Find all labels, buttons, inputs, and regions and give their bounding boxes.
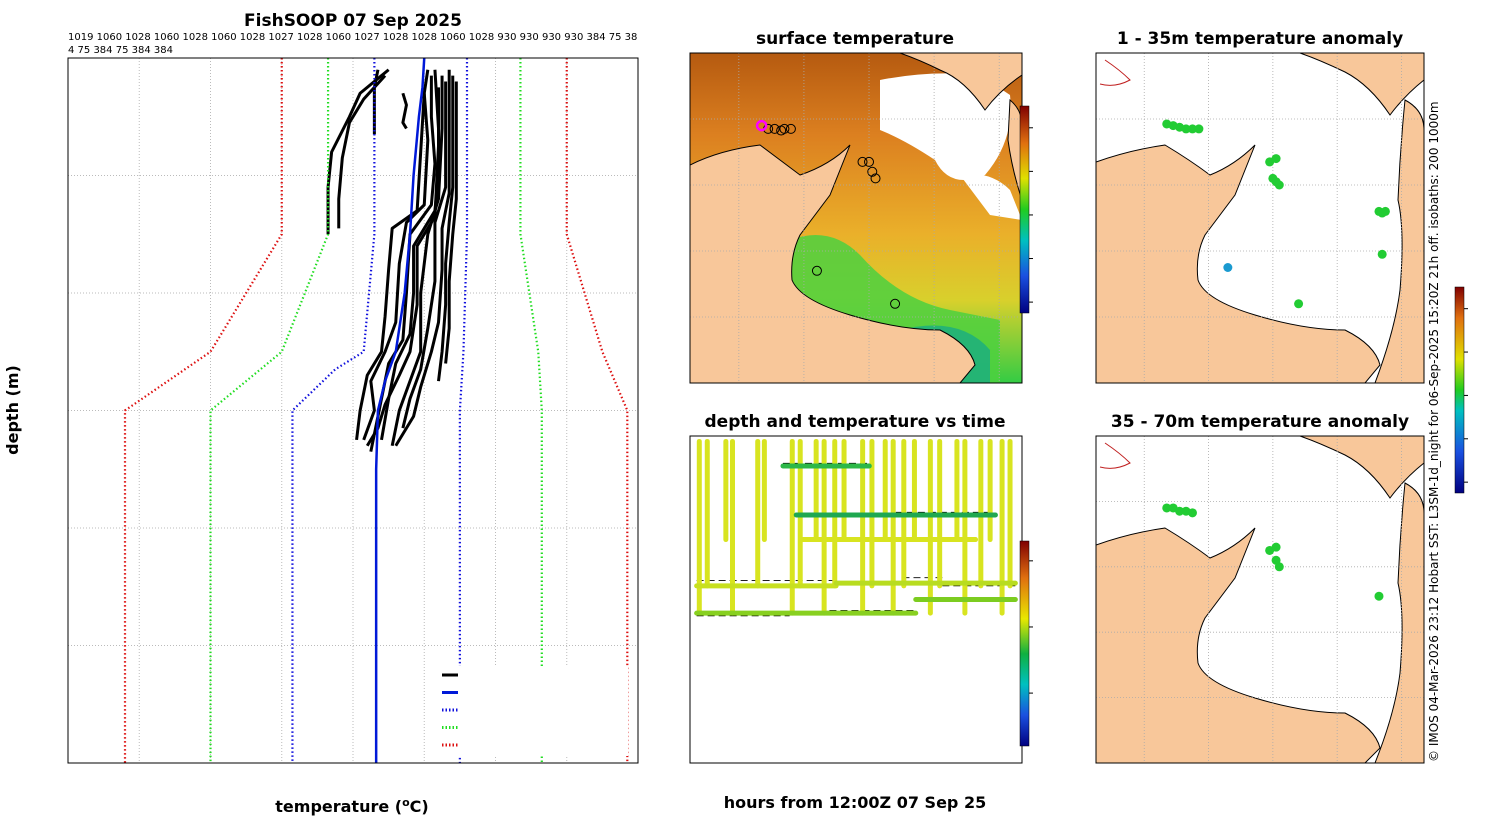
anomaly-point: [1377, 249, 1387, 259]
anomaly-deep-panel: 35 - 70m temperature anomaly: [1095, 286, 1468, 764]
anomaly-point: [1271, 154, 1281, 164]
fishsoop-profile: [401, 81, 448, 429]
timeseries-x-label: hours from 12:00Z 07 Sep 25: [724, 793, 986, 812]
main-title: FishSOOP 07 Sep 2025: [244, 11, 462, 31]
anomaly-point: [1271, 542, 1281, 552]
anomaly-deep-title: 35 - 70m temperature anomaly: [1111, 412, 1409, 432]
surface-map-image: [690, 53, 1022, 383]
timeseries-traces: [694, 438, 1018, 616]
timeseries-colorbar-ticks: [1029, 560, 1033, 694]
anomaly-shallow-points: [1162, 119, 1390, 309]
surface-colorbar-ticks: [1029, 127, 1033, 303]
profile-x-label: temperature (oC): [275, 796, 428, 816]
anomaly-shallow-frame: [1095, 52, 1425, 384]
anomaly-deep-land: [1096, 527, 1381, 763]
timeseries-panel: depth and temperature vs time hours from…: [689, 412, 1033, 812]
profile-series: [123, 57, 629, 763]
anomaly-shallow-panel: 1 - 35m temperature anomaly: [1095, 29, 1425, 384]
station-marker: [769, 123, 780, 134]
station-marker: [811, 265, 822, 276]
std-dev-line: [209, 58, 330, 763]
anomaly-shallow-land: [1096, 144, 1381, 383]
station-marker: [890, 298, 901, 309]
std-dev-line: [123, 58, 283, 763]
surface-colorbar: [1019, 105, 1030, 314]
anomaly-point: [1374, 591, 1384, 601]
station-marker: [870, 173, 881, 184]
surface-map-land: [690, 144, 976, 383]
fishsoop-profile: [362, 69, 430, 441]
surface-map-panel: surface temperature: [689, 29, 1033, 384]
timeseries-title: depth and temperature vs time: [705, 412, 1006, 432]
profile-panel: temperature (oC) depth (m): [3, 57, 639, 816]
anomaly-point: [1187, 124, 1197, 134]
anomaly-point: [1175, 506, 1185, 516]
anomaly-colorbar-ticks: [1464, 308, 1468, 483]
surface-map-stations: [755, 119, 901, 309]
fishsoop-profile: [437, 75, 455, 382]
anomaly-point: [1223, 263, 1233, 272]
fishsoop-profile: [365, 87, 440, 447]
timeseries-colorbar: [1019, 540, 1030, 747]
anomaly-point: [1162, 503, 1172, 513]
anomaly-point: [1181, 124, 1191, 134]
std-dev-line: [565, 58, 629, 763]
fishsoop-profile: [444, 81, 458, 364]
anomaly-point: [1380, 206, 1390, 216]
anomaly-point: [1274, 562, 1284, 572]
fishsoop-profile: [355, 93, 426, 441]
station-marker: [864, 156, 875, 167]
anomaly-shallow-title: 1 - 35m temperature anomaly: [1117, 29, 1403, 49]
anomaly-point: [1294, 299, 1304, 309]
station-marker: [785, 123, 796, 134]
anomaly-point: [1187, 508, 1197, 518]
std-dev-line: [519, 58, 543, 763]
std-dev-line: [458, 58, 469, 763]
fishsoop-profile: [394, 69, 451, 447]
current-station-marker: [755, 119, 768, 132]
anomaly-deep-points: [1162, 503, 1384, 601]
station-marker: [779, 123, 790, 134]
station-marker: [857, 156, 868, 167]
legend-box: [436, 666, 628, 756]
profile-legend: [436, 666, 628, 756]
anomaly-point: [1194, 124, 1204, 134]
fishsoop-profile: [401, 92, 408, 130]
profile-y-label: depth (m): [3, 365, 22, 455]
fishsoop-profile: [390, 75, 444, 447]
sensor-id-line-2: 4 75 384 75 384 384: [68, 45, 173, 56]
anomaly-deep-frame: [1095, 435, 1425, 764]
cars-climatology-line: [374, 57, 426, 763]
sensor-id-line-1: 1019 1060 1028 1060 1028 1060 1028 1027 …: [68, 32, 637, 43]
station-marker: [867, 166, 878, 177]
anomaly-colorbar: [1454, 286, 1465, 494]
credit-line: © IMOS 04-Mar-2026 23:12 Hobart SST: L3S…: [1427, 101, 1441, 762]
profile-frame: [67, 57, 639, 764]
surface-map-title: surface temperature: [756, 29, 954, 49]
fishsoop-profile: [337, 74, 387, 229]
anomaly-point: [1274, 180, 1284, 190]
